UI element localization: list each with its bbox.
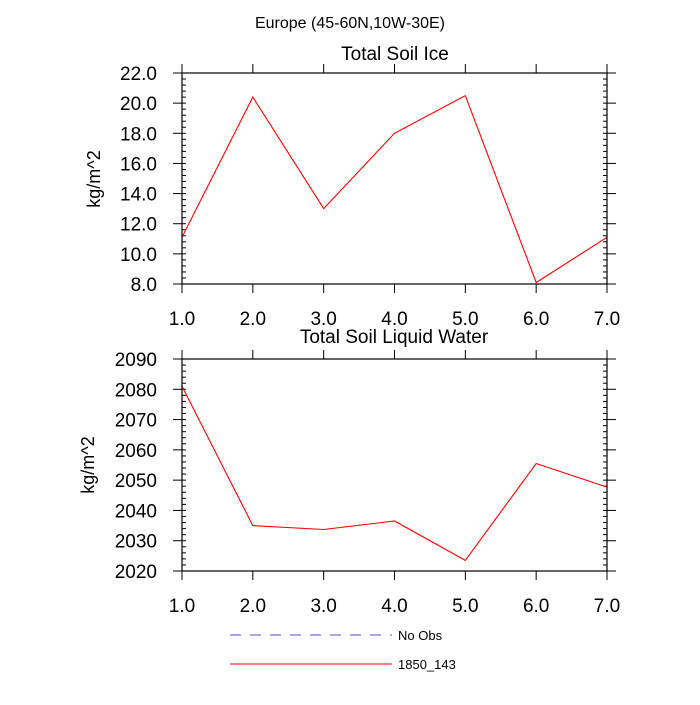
x-tick-label: 7.0: [594, 309, 620, 330]
x-tick-label: 5.0: [452, 309, 478, 330]
x-tick-label: 5.0: [452, 596, 478, 617]
x-tick-label: 2.0: [240, 309, 266, 330]
y-tick-label: 2040: [115, 501, 157, 522]
y-tick-label: 8.0: [131, 275, 157, 296]
axis-ticks: [173, 64, 616, 293]
y-tick-label: 20.0: [120, 94, 157, 115]
x-tick-label: 1.0: [169, 309, 195, 330]
panel-soil-ice: Total Soil Ice kg/m^2 8.0 10.0 12.0 14.0 16.…: [84, 44, 620, 330]
y-tick-label: 2020: [115, 562, 157, 583]
panel-title: Total Soil Ice: [341, 44, 449, 65]
plot-frame: [181, 72, 608, 285]
x-tick-label: 6.0: [523, 309, 549, 330]
y-axis-label: kg/m^2: [84, 150, 104, 207]
y-axis-label: kg/m^2: [78, 436, 98, 493]
plot-frame: [181, 358, 608, 572]
y-tick-label: 2090: [115, 350, 157, 371]
y-tick-label: 2030: [115, 532, 157, 553]
y-tick-label: 12.0: [120, 215, 157, 236]
legend: No Obs 1850_143: [230, 628, 456, 672]
legend-label-no-obs: No Obs: [398, 628, 443, 643]
x-tick-label: 3.0: [310, 596, 336, 617]
y-tick-labels: 8.0 10.0 12.0 14.0 16.0 18.0 20.0 22.0: [120, 64, 157, 296]
x-tick-label: 3.0: [310, 309, 336, 330]
legend-label-1850-143: 1850_143: [398, 657, 456, 672]
axis-ticks: [173, 350, 616, 580]
y-tick-label: 2050: [115, 471, 157, 492]
y-tick-label: 2080: [115, 380, 157, 401]
y-tick-label: 2070: [115, 411, 157, 432]
data-series: [181, 94, 608, 284]
x-tick-label: 1.0: [169, 596, 195, 617]
data-series: [181, 386, 608, 562]
panel-soil-liquid-water: Total Soil Liquid Water kg/m^2 202020302…: [78, 327, 620, 617]
x-tick-labels: 1.0 2.0 3.0 4.0 5.0 6.0 7.0: [169, 309, 620, 330]
x-tick-label: 2.0: [240, 596, 266, 617]
x-tick-label: 4.0: [381, 309, 407, 330]
y-tick-label: 14.0: [120, 185, 157, 206]
series-line: [181, 386, 608, 562]
panel-title: Total Soil Liquid Water: [300, 327, 489, 348]
y-tick-label: 18.0: [120, 124, 157, 145]
x-tick-labels: 1.0 2.0 3.0 4.0 5.0 6.0 7.0: [169, 596, 620, 617]
y-tick-labels: 2020 2030 2040 2050 2060 2070 2080 2090: [115, 350, 157, 583]
y-tick-label: 2060: [115, 441, 157, 462]
x-tick-label: 7.0: [594, 596, 620, 617]
figure-title: Europe (45-60N,10W-30E): [255, 15, 445, 32]
y-tick-label: 22.0: [120, 64, 157, 85]
y-tick-label: 16.0: [120, 154, 157, 175]
y-tick-label: 10.0: [120, 245, 157, 266]
x-tick-label: 6.0: [523, 596, 549, 617]
x-tick-label: 4.0: [381, 596, 407, 617]
series-line: [181, 94, 608, 284]
